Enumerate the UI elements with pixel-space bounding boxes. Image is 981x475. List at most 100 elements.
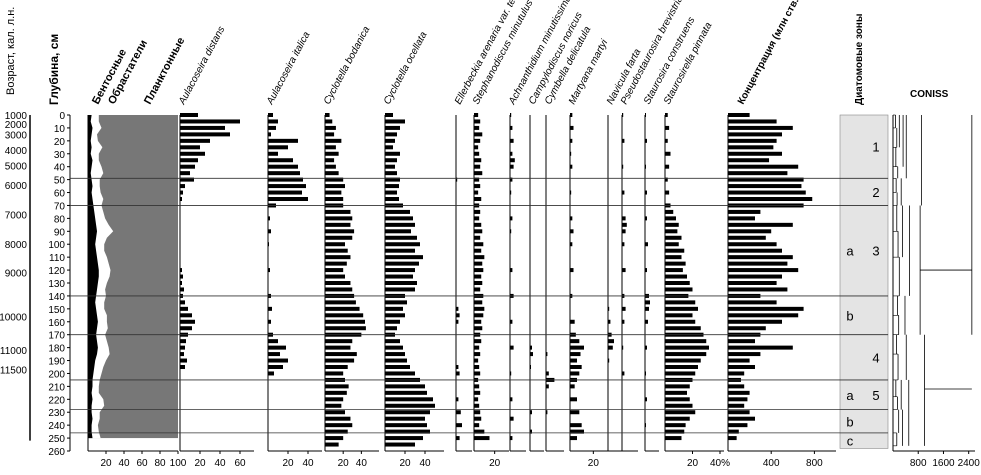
taxon-bar — [665, 300, 696, 305]
coniss-tick-label: 1600 — [932, 458, 955, 469]
taxon-bar — [474, 416, 482, 421]
concentration-bar — [728, 229, 772, 234]
age-axis-label: Возраст, кал. л.н. — [5, 7, 17, 95]
zone-sublabel: a — [846, 244, 854, 259]
taxon-bar — [325, 125, 336, 130]
age-tick-label: 2000 — [5, 120, 28, 131]
taxon-bar — [268, 229, 271, 234]
age-tick-label: 3000 — [5, 130, 28, 141]
taxon-bar — [665, 358, 701, 363]
taxon-bar — [510, 138, 514, 143]
taxon-bar — [180, 268, 182, 273]
zone-sublabel: a — [846, 388, 854, 403]
taxon-bar — [608, 306, 610, 311]
taxon-bar — [665, 410, 696, 415]
depth-tick-label: 50 — [54, 176, 66, 187]
taxon-bar — [385, 300, 407, 305]
taxon-bar — [474, 436, 490, 441]
taxon-bar — [325, 268, 344, 273]
taxon-bar — [268, 112, 273, 118]
taxon-tick-label: 60 — [234, 458, 246, 469]
taxon-bar — [645, 345, 647, 350]
taxon-bar — [325, 300, 356, 305]
taxon-bar — [608, 358, 610, 363]
taxon-bar — [546, 384, 549, 389]
taxon-bar — [385, 416, 425, 421]
taxon-bar — [180, 300, 185, 305]
concentration-bar — [728, 319, 782, 324]
coniss-label: CONISS — [910, 89, 949, 100]
taxon-bar — [456, 436, 460, 441]
taxon-bar — [180, 364, 185, 370]
taxon-bar — [180, 171, 190, 176]
taxon-bar — [385, 280, 417, 286]
taxon-bar — [180, 326, 192, 331]
depth-tick-label: 260 — [48, 447, 65, 458]
taxon-bar — [268, 158, 293, 163]
taxon-bar — [622, 306, 626, 311]
taxon-bar — [665, 345, 709, 350]
taxon-bar — [510, 371, 512, 376]
concentration-bar — [728, 255, 793, 260]
depth-tick-label: 130 — [48, 279, 65, 290]
depth-tick-label: 80 — [54, 214, 66, 225]
taxon-bar — [665, 255, 682, 260]
taxon-bar — [474, 371, 481, 376]
taxon-bar — [665, 423, 686, 428]
taxon-bar — [665, 151, 671, 156]
taxon-bar — [546, 371, 549, 376]
taxon-bar — [510, 158, 515, 163]
taxon-tick-label: 40% — [710, 458, 730, 469]
depth-tick-label: 100 — [48, 240, 65, 251]
depth-tick-label: 70 — [54, 201, 66, 212]
taxon-bar — [474, 242, 484, 247]
taxon-bar — [510, 190, 512, 195]
concentration-label: Концентрация (млн ств./г) — [736, 0, 806, 106]
taxon-bar — [622, 216, 626, 221]
taxon-bar — [474, 384, 480, 389]
taxon-bar — [665, 339, 707, 344]
depth-tick-label: 180 — [48, 344, 65, 355]
taxon-bar — [325, 235, 353, 240]
taxon-bar — [180, 280, 182, 286]
age-tick-label: 10000 — [0, 313, 27, 324]
taxon-bar — [268, 358, 288, 363]
taxon-bar — [268, 119, 278, 124]
taxon-bar — [570, 371, 580, 376]
taxon-bar — [570, 339, 580, 344]
taxon-bar — [385, 397, 433, 402]
taxon-bar — [180, 132, 230, 137]
taxon-bar — [268, 319, 271, 324]
taxon-bar — [474, 339, 482, 344]
taxon-bar — [665, 352, 707, 357]
taxon-bar — [325, 112, 330, 118]
taxon-bar — [385, 352, 405, 357]
taxon-bar — [325, 119, 333, 124]
concentration-bar — [728, 274, 782, 279]
taxon-bar — [570, 436, 577, 441]
taxon-bar — [474, 410, 481, 415]
taxon-bar — [268, 184, 306, 189]
taxon-tick-label: 20 — [399, 458, 411, 469]
taxon-bar — [385, 326, 397, 331]
taxon-bar — [325, 423, 353, 428]
taxon-bar — [645, 112, 646, 118]
zone-label: 1 — [872, 140, 879, 155]
age-tick-label: 9000 — [5, 269, 28, 280]
taxon-bar — [665, 384, 690, 389]
depth-tick-label: 20 — [54, 137, 66, 148]
concentration-bar — [728, 112, 750, 118]
taxon-bar — [665, 242, 679, 247]
taxon-bar — [325, 345, 351, 350]
taxon-bar — [325, 216, 353, 221]
taxon-bar — [665, 436, 682, 441]
taxon-bar — [385, 306, 403, 311]
taxon-bar — [325, 209, 351, 214]
taxon-tick-label: 20 — [194, 458, 206, 469]
taxon-bar — [665, 280, 690, 286]
taxon-bar — [665, 274, 687, 279]
concentration-bar — [728, 390, 750, 395]
taxon-bar — [570, 364, 582, 370]
taxon-bar — [510, 268, 513, 273]
